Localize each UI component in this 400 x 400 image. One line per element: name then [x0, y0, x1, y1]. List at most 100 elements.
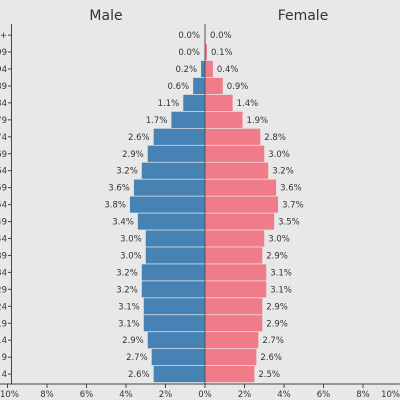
female-bar-5-9	[205, 349, 257, 366]
x-tick-label: 0%	[198, 390, 212, 400]
female-value-label: 0.9%	[227, 82, 249, 92]
category-label: 84	[0, 99, 7, 109]
male-value-label: 3.0%	[120, 235, 142, 245]
female-bar-0-4	[205, 366, 255, 383]
female-header: Female	[278, 8, 329, 24]
female-bar-85-89	[205, 77, 223, 95]
female-value-label: 2.6%	[260, 353, 282, 363]
male-value-label: 0.0%	[178, 31, 200, 41]
female-value-label: 2.9%	[266, 251, 288, 261]
male-header: Male	[89, 8, 122, 24]
male-bar-55-59	[133, 179, 205, 196]
x-tick-label: 2%	[238, 390, 252, 400]
category-label: 24	[0, 302, 7, 312]
male-bar-80-84	[183, 94, 205, 111]
male-value-label: 0.2%	[175, 65, 197, 75]
male-value-label: 3.1%	[118, 319, 140, 329]
category-label: 34	[0, 268, 7, 278]
female-bar-95-99	[205, 43, 207, 61]
male-bar-85-89	[193, 77, 205, 95]
female-bar-15-19	[205, 315, 263, 332]
female-bar-35-39	[205, 247, 263, 264]
category-label: 14	[0, 336, 7, 346]
female-bar-45-49	[205, 213, 275, 230]
female-value-label: 0.4%	[217, 65, 239, 75]
female-bar-70-74	[205, 128, 261, 145]
male-value-label: 0.0%	[178, 48, 200, 58]
female-bar-80-84	[205, 94, 233, 111]
category-label: 59	[0, 184, 7, 194]
category-label: 4	[2, 370, 7, 380]
male-bar-60-64	[141, 162, 205, 179]
female-bar-60-64	[205, 162, 269, 179]
female-value-label: 0.0%	[210, 31, 232, 41]
male-value-label: 3.4%	[112, 218, 134, 228]
category-label: 74	[0, 133, 7, 143]
x-tick-label: 8%	[40, 390, 54, 400]
male-bar-0-4	[153, 366, 205, 383]
male-value-label: 1.1%	[158, 99, 180, 109]
category-label: +	[0, 31, 7, 41]
category-label: 64	[0, 167, 7, 177]
x-tick-label: 6%	[80, 390, 94, 400]
female-bar-75-79	[205, 111, 243, 128]
male-value-label: 3.2%	[116, 285, 138, 295]
category-label: 89	[0, 82, 7, 92]
category-label: 69	[0, 150, 7, 160]
x-tick-label: 10%	[0, 390, 19, 400]
value-labels-group: 0.0% 0.0% 0.0% 0.1% 0.2% 0.4% 0.6% 0.9% 1.1% 1.4%…	[104, 31, 303, 380]
male-value-label: 2.9%	[122, 336, 144, 346]
male-value-label: 3.2%	[116, 268, 138, 278]
male-bar-45-49	[137, 213, 205, 230]
male-bar-75-79	[171, 111, 205, 128]
male-bar-15-19	[143, 315, 205, 332]
male-bar-20-24	[143, 298, 205, 315]
female-value-label: 3.5%	[278, 218, 300, 228]
bars-group	[129, 43, 279, 383]
category-label: 9	[2, 353, 7, 363]
male-bar-50-54	[129, 196, 205, 213]
female-value-label: 3.2%	[272, 167, 294, 177]
female-bar-25-29	[205, 281, 267, 298]
female-value-label: 3.0%	[268, 150, 290, 160]
male-value-label: 0.6%	[168, 82, 190, 92]
male-bar-70-74	[153, 128, 205, 145]
female-value-label: 2.9%	[266, 302, 288, 312]
category-label: 49	[0, 218, 7, 228]
female-value-label: 3.7%	[282, 201, 304, 211]
x-tick-label: 4%	[277, 390, 291, 400]
female-value-label: 3.1%	[270, 285, 292, 295]
category-label: 39	[0, 251, 7, 261]
male-value-label: 2.6%	[128, 133, 150, 143]
female-bar-10-14	[205, 332, 259, 349]
male-value-label: 3.0%	[120, 251, 142, 261]
category-label: 99	[0, 48, 7, 58]
category-label: 54	[0, 201, 7, 211]
x-axis: 10% 8% 6% 4% 2% 0% 2% 4% 6% 8% 10%	[0, 24, 400, 400]
female-bar-40-44	[205, 230, 265, 247]
male-value-label: 3.8%	[104, 201, 126, 211]
category-label: 29	[0, 285, 7, 295]
female-value-label: 2.9%	[266, 319, 288, 329]
x-tick-label: 10%	[381, 390, 400, 400]
female-value-label: 3.0%	[268, 235, 290, 245]
male-value-label: 2.7%	[126, 353, 148, 363]
female-bar-65-69	[205, 145, 265, 162]
male-value-label: 2.9%	[122, 150, 144, 160]
female-value-label: 2.7%	[262, 336, 284, 346]
female-bar-20-24	[205, 298, 263, 315]
category-label: 44	[0, 235, 7, 245]
female-bar-55-59	[205, 179, 277, 196]
female-bar-30-34	[205, 264, 267, 281]
male-bar-90-94	[201, 60, 205, 78]
male-bar-30-34	[141, 264, 205, 281]
female-value-label: 2.5%	[258, 370, 280, 380]
x-tick-label: 6%	[317, 390, 331, 400]
x-tick-label: 2%	[159, 390, 173, 400]
female-value-label: 1.4%	[237, 99, 259, 109]
x-tick-label: 8%	[356, 390, 370, 400]
x-tick-label: 4%	[119, 390, 133, 400]
male-value-label: 1.7%	[146, 116, 168, 126]
male-value-label: 3.6%	[108, 184, 130, 194]
